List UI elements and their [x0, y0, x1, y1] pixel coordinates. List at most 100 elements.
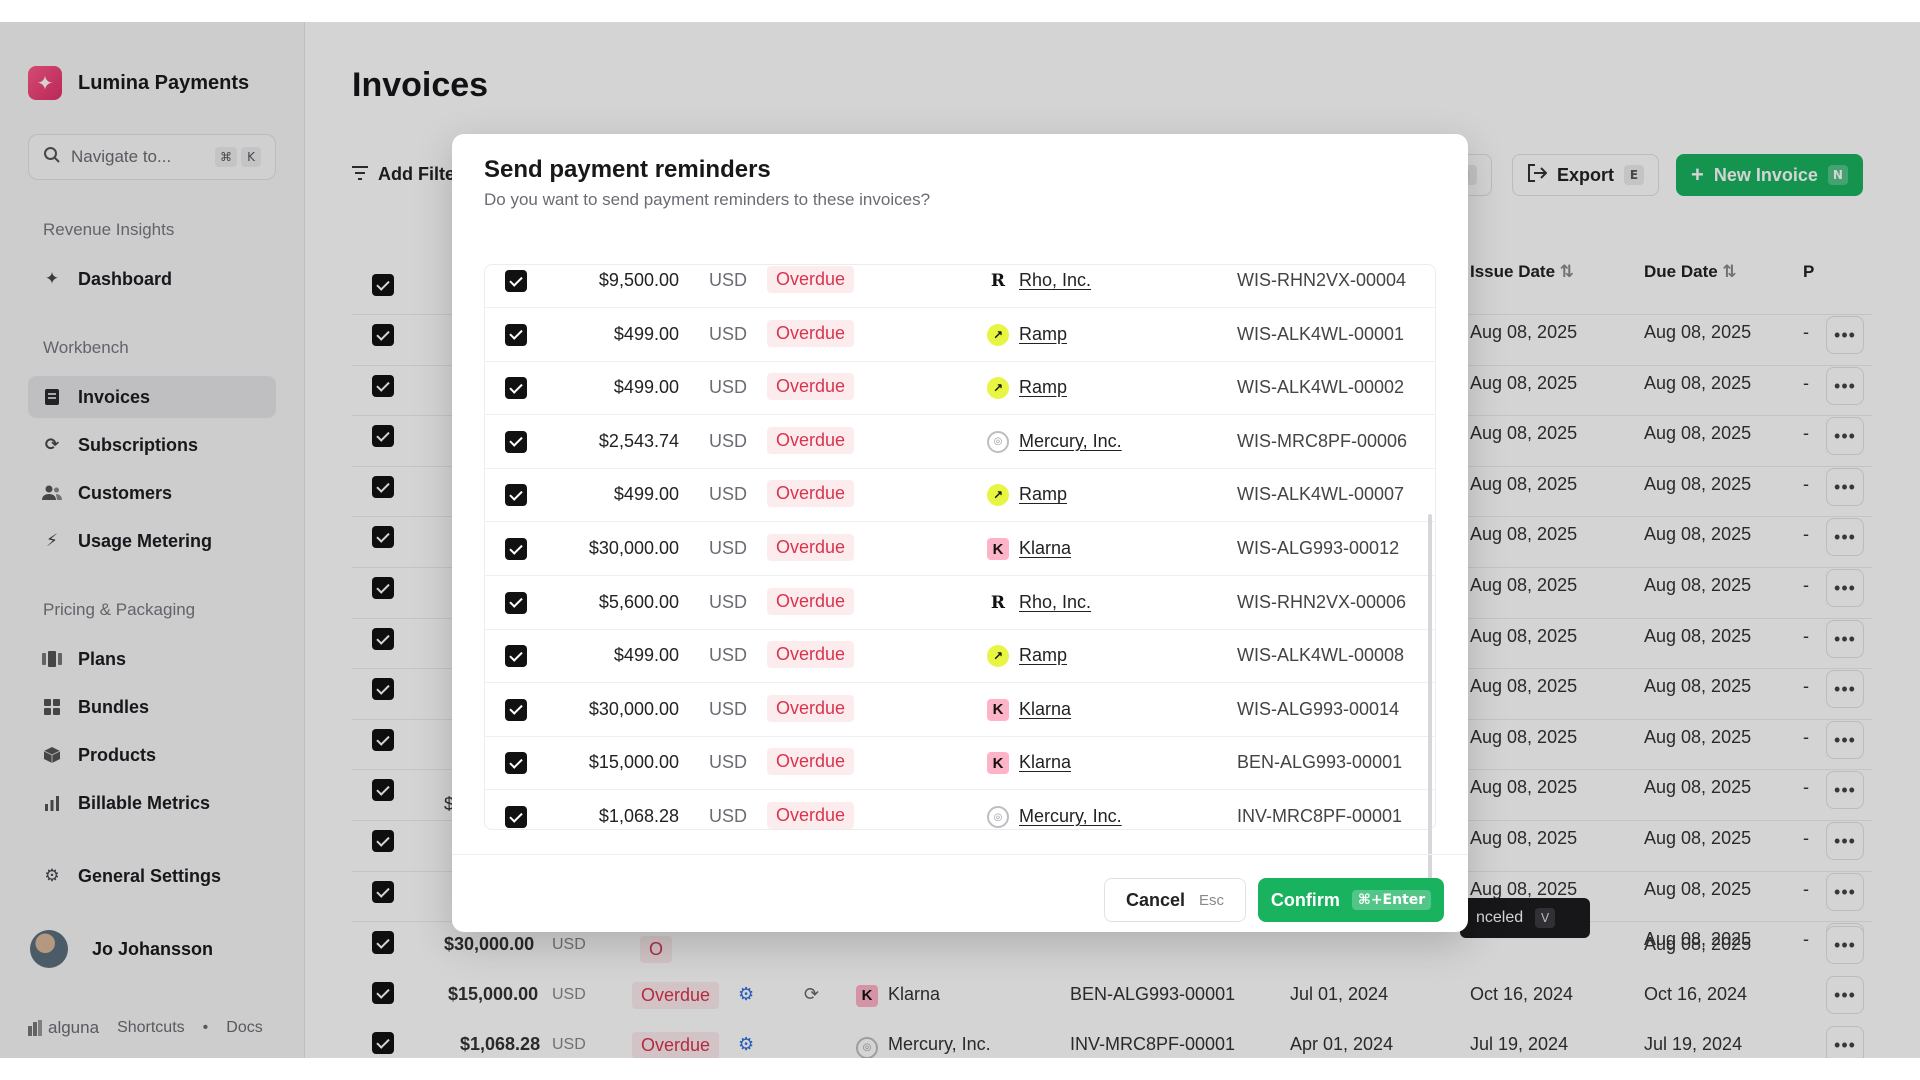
row-customer-link[interactable]: Mercury, Inc.: [1019, 430, 1122, 451]
row-more-actions-button[interactable]: •••: [1826, 771, 1864, 809]
row-customer-link[interactable]: Ramp: [1019, 377, 1068, 398]
row-checkbox[interactable]: [372, 729, 394, 751]
row-more-actions-button[interactable]: •••: [1826, 367, 1864, 405]
row-checkbox[interactable]: [505, 323, 527, 346]
shortcuts-link[interactable]: Shortcuts: [117, 1019, 185, 1036]
docs-link[interactable]: Docs: [226, 1019, 263, 1036]
row-checkbox[interactable]: [505, 430, 527, 453]
reminder-row[interactable]: $15,000.00 USD Overdue K Klarna BEN-ALG993-00…: [485, 737, 1435, 791]
reminder-row[interactable]: $499.00 USD Overdue ↗ Ramp WIS-ALK4WL-00008: [485, 630, 1435, 684]
row-more-actions-button[interactable]: •••: [1826, 620, 1864, 658]
row-checkbox[interactable]: [505, 377, 527, 400]
row-checkbox[interactable]: [372, 526, 394, 548]
reminder-row[interactable]: $499.00 USD Overdue ↗ Ramp WIS-ALK4WL-00002: [485, 362, 1435, 416]
sidebar-item-subscriptions[interactable]: ⟳ Subscriptions: [28, 424, 276, 466]
row-customer-link[interactable]: Klarna: [1019, 752, 1072, 773]
row-more-actions-button[interactable]: •••: [1826, 1026, 1864, 1058]
row-checkbox[interactable]: [372, 628, 394, 650]
row-checkbox[interactable]: [372, 830, 394, 852]
reminder-row[interactable]: $5,600.00 USD Overdue R Rho, Inc. WIS-RHN2VX-…: [485, 577, 1435, 630]
row-checkbox[interactable]: [505, 270, 527, 292]
row-checkbox[interactable]: [505, 484, 527, 507]
row-checkbox[interactable]: [372, 324, 394, 346]
row-checkbox[interactable]: [372, 425, 394, 447]
row-checkbox[interactable]: [505, 591, 527, 614]
add-filter-button[interactable]: Add Filte: [352, 164, 455, 185]
reminder-row[interactable]: $30,000.00 USD Overdue K Klarna WIS-ALG993-00…: [485, 684, 1435, 737]
row-more-actions-button[interactable]: •••: [1826, 926, 1864, 964]
row-more-actions-button[interactable]: •••: [1826, 569, 1864, 607]
row-customer-link[interactable]: Ramp: [1019, 645, 1068, 666]
row-checkbox[interactable]: [372, 678, 394, 700]
reminder-row[interactable]: $499.00 USD Overdue ↗ Ramp WIS-ALK4WL-00007: [485, 469, 1435, 523]
row-customer-link[interactable]: Klarna: [1019, 538, 1072, 558]
reminder-row[interactable]: $2,543.74 USD Overdue ◎ Mercury, Inc. WIS-MRC…: [485, 416, 1435, 469]
sidebar-item-plans[interactable]: Plans: [28, 638, 276, 680]
column-header-issue-date[interactable]: Issue Date ⇅: [1470, 262, 1575, 281]
column-header-partial: P: [1803, 262, 1815, 281]
sidebar-item-products[interactable]: Products: [28, 734, 276, 776]
row-checkbox[interactable]: [372, 779, 394, 801]
row-more-actions-button[interactable]: •••: [1826, 873, 1864, 911]
reminder-invoice-list[interactable]: $9,500.00 USD Overdue R Rho, Inc. WIS-RHN2VX-…: [484, 264, 1436, 830]
sidebar-item-label: Products: [78, 744, 157, 765]
export-button[interactable]: Export E: [1512, 154, 1660, 196]
sidebar-item-dashboard[interactable]: ✦ Dashboard: [28, 258, 276, 300]
sidebar-item-invoices[interactable]: Invoices: [28, 376, 276, 418]
new-invoice-button[interactable]: + New Invoice N: [1676, 154, 1863, 196]
reminder-row[interactable]: $9,500.00 USD Overdue R Rho, Inc. WIS-RHN2VX-…: [485, 265, 1435, 308]
row-customer-link[interactable]: Mercury, Inc.: [1019, 806, 1122, 826]
row-checkbox[interactable]: [372, 982, 394, 1004]
row-checkbox[interactable]: [505, 538, 527, 560]
row-customer-link[interactable]: Rho, Inc.: [1019, 591, 1092, 612]
row-more-actions-button[interactable]: •••: [1826, 316, 1864, 354]
reminder-row[interactable]: $1,068.28 USD Overdue ◎ Mercury, Inc. INV-MRC…: [485, 791, 1435, 829]
row-more-actions-button[interactable]: •••: [1826, 468, 1864, 506]
undo-toast[interactable]: nceled V: [1460, 898, 1590, 938]
row-more-actions-button[interactable]: •••: [1826, 670, 1864, 708]
brand[interactable]: ✦ Lumina Payments: [28, 66, 249, 100]
row-checkbox[interactable]: [505, 806, 527, 828]
row-more-actions-button[interactable]: •••: [1826, 417, 1864, 455]
column-header-due-date[interactable]: Due Date ⇅: [1644, 262, 1737, 281]
ellipsis-icon: •••: [1834, 526, 1856, 547]
row-checkbox[interactable]: [372, 375, 394, 397]
payment-method-icon: ⚙: [738, 984, 755, 1004]
row-checkbox[interactable]: [505, 698, 527, 721]
row-customer-link[interactable]: Ramp: [1019, 484, 1068, 505]
row-checkbox[interactable]: [505, 752, 527, 775]
navigate-search[interactable]: Navigate to... ⌘ K: [28, 134, 276, 180]
row-checkbox[interactable]: [505, 645, 527, 668]
alguna-logo[interactable]: alguna: [28, 1018, 99, 1038]
row-checkbox[interactable]: [372, 476, 394, 498]
shortcut-key-esc: Esc: [1199, 891, 1225, 909]
select-all-checkbox[interactable]: [372, 274, 394, 296]
row-checkbox[interactable]: [372, 881, 394, 903]
sidebar-item-customers[interactable]: Customers: [28, 472, 276, 514]
row-customer-link[interactable]: Rho, Inc.: [1019, 270, 1092, 290]
cancel-button[interactable]: Cancel Esc: [1104, 878, 1246, 922]
table-cell-customer[interactable]: Mercury, Inc.: [888, 1034, 991, 1054]
sidebar-item-general-settings[interactable]: ⚙ General Settings: [28, 855, 276, 897]
row-more-actions-button[interactable]: •••: [1826, 976, 1864, 1014]
row-checkbox[interactable]: [372, 577, 394, 599]
row-more-actions-button[interactable]: •••: [1826, 518, 1864, 556]
ellipsis-icon: •••: [1834, 476, 1856, 497]
row-checkbox[interactable]: [372, 1032, 394, 1054]
sidebar-item-label: Invoices: [78, 386, 151, 407]
user-profile[interactable]: Jo Johansson: [30, 930, 213, 968]
reminder-row[interactable]: $30,000.00 USD Overdue K Klarna WIS-ALG993-00…: [485, 523, 1435, 576]
row-currency: USD: [709, 484, 748, 505]
confirm-button[interactable]: Confirm ⌘+Enter: [1258, 878, 1444, 922]
row-customer-link[interactable]: Ramp: [1019, 323, 1068, 344]
list-scrollbar[interactable]: [1428, 514, 1432, 904]
reminder-row[interactable]: $499.00 USD Overdue ↗ Ramp WIS-ALK4WL-00001: [485, 309, 1435, 362]
sidebar-item-usage-metering[interactable]: ⚡ Usage Metering: [28, 520, 276, 562]
row-more-actions-button[interactable]: •••: [1826, 721, 1864, 759]
row-checkbox[interactable]: [372, 932, 394, 954]
sidebar-item-billable-metrics[interactable]: Billable Metrics: [28, 782, 276, 824]
row-more-actions-button[interactable]: •••: [1826, 822, 1864, 860]
sidebar-item-bundles[interactable]: Bundles: [28, 686, 276, 728]
table-cell-customer[interactable]: Klarna: [888, 984, 941, 1004]
row-customer-link[interactable]: Klarna: [1019, 698, 1072, 719]
